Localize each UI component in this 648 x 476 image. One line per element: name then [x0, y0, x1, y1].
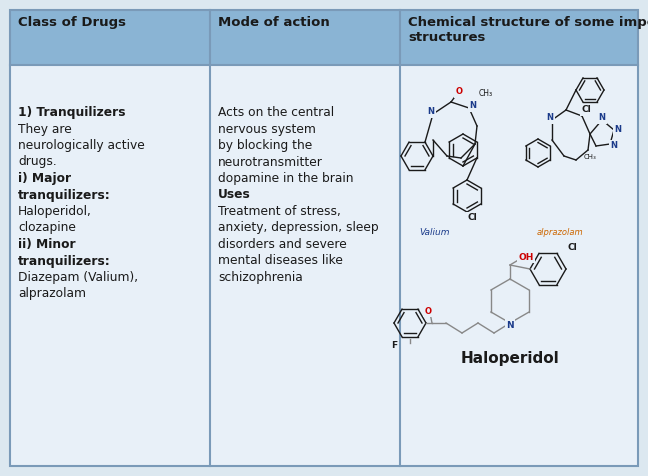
Text: Cl: Cl [581, 106, 591, 115]
Text: N: N [428, 108, 435, 117]
Text: Cl: Cl [467, 214, 477, 222]
Text: Cl: Cl [567, 242, 577, 251]
Text: ii) Minor: ii) Minor [18, 238, 76, 251]
Text: Treatment of stress,: Treatment of stress, [218, 205, 341, 218]
Text: N: N [610, 141, 618, 150]
Text: by blocking the: by blocking the [218, 139, 312, 152]
Text: Haloperidol,: Haloperidol, [18, 205, 92, 218]
Text: mental diseases like: mental diseases like [218, 255, 343, 268]
Text: CH₃: CH₃ [479, 89, 493, 98]
Text: i) Major: i) Major [18, 172, 71, 185]
Text: schizophrenia: schizophrenia [218, 271, 303, 284]
Text: N: N [546, 113, 553, 122]
Text: alprazolam: alprazolam [537, 228, 583, 237]
Bar [10, 10, 638, 65]
Text: They are: They are [18, 122, 72, 136]
Text: O: O [424, 307, 432, 316]
Text: anxiety, depression, sleep: anxiety, depression, sleep [218, 221, 378, 235]
Text: dopamine in the brain: dopamine in the brain [218, 172, 354, 185]
Text: clozapine: clozapine [18, 221, 76, 235]
Text: alprazolam: alprazolam [18, 288, 86, 300]
Text: O: O [456, 88, 463, 97]
Text: nervous system: nervous system [218, 122, 316, 136]
Text: N: N [470, 101, 476, 110]
Text: OH: OH [518, 252, 534, 261]
Text: tranquilizers:: tranquilizers: [18, 188, 111, 201]
Text: F: F [391, 340, 397, 349]
Text: Acts on the central: Acts on the central [218, 106, 334, 119]
Text: Valium: Valium [420, 228, 450, 237]
Text: neurotransmitter: neurotransmitter [218, 156, 323, 169]
Text: 1) Tranquilizers: 1) Tranquilizers [18, 106, 126, 119]
Text: drugs.: drugs. [18, 156, 57, 169]
Text: N: N [506, 320, 514, 329]
Bar [10, 65, 638, 466]
Text: Uses: Uses [218, 188, 251, 201]
Text: Haloperidol: Haloperidol [461, 351, 559, 366]
Text: N: N [599, 113, 605, 122]
Text: disorders and severe: disorders and severe [218, 238, 347, 251]
Text: N: N [614, 126, 621, 135]
Text: tranquilizers:: tranquilizers: [18, 255, 111, 268]
Text: Mode of action: Mode of action [218, 16, 330, 29]
Text: Class of Drugs: Class of Drugs [18, 16, 126, 29]
Text: Diazepam (Valium),: Diazepam (Valium), [18, 271, 138, 284]
Text: CH₃: CH₃ [584, 154, 596, 160]
Text: neurologically active: neurologically active [18, 139, 145, 152]
Text: Chemical structure of some important
structures: Chemical structure of some important str… [408, 16, 648, 44]
